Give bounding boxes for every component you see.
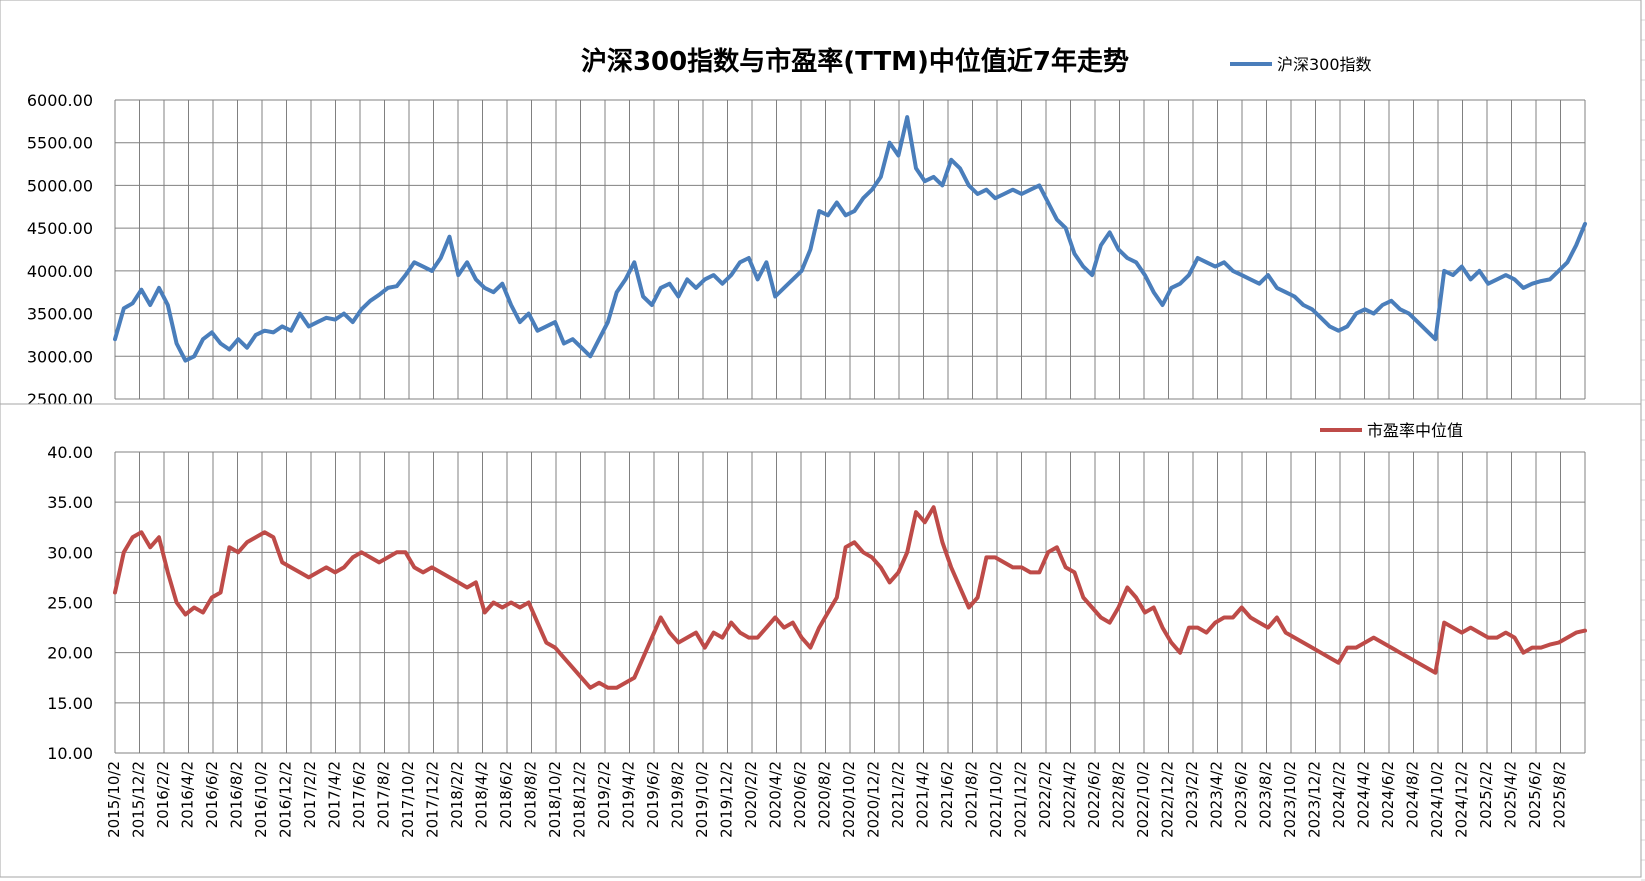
x-tick-label: 2017/6/2 <box>350 761 368 828</box>
index-plot-grid <box>114 99 1586 400</box>
x-tick-label: 2017/8/2 <box>375 761 393 828</box>
pe-chart: 市盈率中位值 10.00 15.00 20.00 25.00 30.00 35.00 40.… <box>0 403 1642 878</box>
y-tick-label: 30.00 <box>47 543 93 562</box>
x-tick-label: 2016/8/2 <box>228 761 246 828</box>
x-tick-label: 2022/6/2 <box>1085 761 1103 828</box>
index-chart-frame <box>0 0 1642 405</box>
x-tick-label: 2016/12/2 <box>277 761 295 838</box>
x-tick-label: 2025/4/2 <box>1502 761 1520 828</box>
x-tick-label: 2018/12/2 <box>571 761 589 838</box>
x-tick-label: 2025/6/2 <box>1526 761 1544 828</box>
y-tick-label: 3000.00 <box>27 347 93 366</box>
x-tick-label: 2019/6/2 <box>644 761 662 828</box>
index-legend-label: 沪深300指数 <box>1277 55 1372 74</box>
x-tick-label: 2023/10/2 <box>1281 761 1299 838</box>
index-y-axis: 2500.003000.003500.004000.004500.005000.… <box>27 91 116 409</box>
x-tick-label: 2022/4/2 <box>1061 761 1079 828</box>
x-tick-label: 2023/8/2 <box>1257 761 1275 828</box>
x-tick-label: 2019/2/2 <box>595 761 613 828</box>
x-tick-label: 2019/4/2 <box>620 761 638 828</box>
pe-x-axis: 2015/10/2 2015/12/2 2016/2/2 2016/4/2 2016/6… <box>105 761 1569 838</box>
x-tick-label: 2023/12/2 <box>1306 761 1324 838</box>
x-tick-label: 2023/6/2 <box>1232 761 1250 828</box>
x-tick-label: 2017/2/2 <box>301 761 319 828</box>
pe-plot-grid <box>114 451 1586 754</box>
x-tick-label: 2017/12/2 <box>424 761 442 838</box>
x-tick-label: 2017/10/2 <box>399 761 417 838</box>
x-tick-label: 2015/10/2 <box>105 761 123 838</box>
x-tick-label: 2018/2/2 <box>448 761 466 828</box>
x-tick-label: 2024/10/2 <box>1428 761 1446 838</box>
x-tick-label: 2019/12/2 <box>718 761 736 838</box>
y-tick-label: 4000.00 <box>27 262 93 281</box>
x-tick-label: 2018/8/2 <box>522 761 540 828</box>
x-tick-label: 2016/4/2 <box>179 761 197 828</box>
x-tick-label: 2016/10/2 <box>252 761 270 838</box>
x-tick-label: 2021/2/2 <box>889 761 907 828</box>
y-tick-label: 35.00 <box>47 493 93 512</box>
y-tick-label: 25.00 <box>47 594 93 613</box>
series-line <box>113 505 1587 690</box>
x-tick-label: 2022/2/2 <box>1036 761 1054 828</box>
x-tick-label: 2025/2/2 <box>1477 761 1495 828</box>
x-tick-label: 2021/10/2 <box>987 761 1005 838</box>
x-tick-label: 2016/2/2 <box>154 761 172 828</box>
y-tick-label: 3500.00 <box>27 305 93 324</box>
pe-legend-label: 市盈率中位值 <box>1367 421 1463 440</box>
x-tick-label: 2020/2/2 <box>742 761 760 828</box>
x-tick-label: 2018/10/2 <box>546 761 564 838</box>
y-tick-label: 4500.00 <box>27 219 93 238</box>
x-tick-label: 2017/4/2 <box>326 761 344 828</box>
index-chart: 沪深300指数与市盈率(TTM)中位值近7年走势 沪深300指数 2500.00… <box>0 0 1642 409</box>
series-line <box>113 115 1587 363</box>
y-tick-label: 10.00 <box>47 744 93 763</box>
x-tick-label: 2020/12/2 <box>865 761 883 838</box>
pe-legend: 市盈率中位值 <box>1320 421 1463 440</box>
x-tick-label: 2015/12/2 <box>130 761 148 838</box>
x-tick-label: 2019/10/2 <box>693 761 711 838</box>
pe-y-axis: 10.00 15.00 20.00 25.00 30.00 35.00 40.00 <box>47 443 116 763</box>
index-series <box>113 115 1587 363</box>
x-tick-label: 2024/2/2 <box>1330 761 1348 828</box>
x-tick-label: 2023/4/2 <box>1208 761 1226 828</box>
x-tick-label: 2021/12/2 <box>1012 761 1030 838</box>
x-tick-label: 2018/4/2 <box>473 761 491 828</box>
x-tick-label: 2021/8/2 <box>963 761 981 828</box>
x-tick-label: 2020/10/2 <box>840 761 858 838</box>
x-tick-label: 2023/2/2 <box>1183 761 1201 828</box>
y-tick-label: 40.00 <box>47 443 93 462</box>
x-tick-label: 2020/4/2 <box>767 761 785 828</box>
x-tick-label: 2021/6/2 <box>938 761 956 828</box>
x-tick-label: 2016/6/2 <box>203 761 221 828</box>
spreadsheet-gridlines <box>1641 19 1645 881</box>
x-tick-label: 2021/4/2 <box>914 761 932 828</box>
x-tick-label: 2024/12/2 <box>1453 761 1471 838</box>
x-tick-label: 2024/6/2 <box>1379 761 1397 828</box>
x-tick-label: 2025/8/2 <box>1551 761 1569 828</box>
x-tick-label: 2020/8/2 <box>816 761 834 828</box>
y-tick-label: 15.00 <box>47 694 93 713</box>
x-tick-label: 2024/8/2 <box>1404 761 1422 828</box>
y-tick-label: 20.00 <box>47 644 93 663</box>
y-tick-label: 6000.00 <box>27 91 93 110</box>
chart-title: 沪深300指数与市盈率(TTM)中位值近7年走势 <box>581 46 1129 77</box>
x-tick-label: 2022/8/2 <box>1110 761 1128 828</box>
x-tick-label: 2024/4/2 <box>1355 761 1373 828</box>
x-tick-label: 2022/10/2 <box>1134 761 1152 838</box>
x-tick-label: 2019/8/2 <box>669 761 687 828</box>
y-tick-label: 5000.00 <box>27 176 93 195</box>
x-tick-label: 2020/6/2 <box>791 761 809 828</box>
x-tick-label: 2018/6/2 <box>497 761 515 828</box>
pe-series <box>113 505 1587 690</box>
index-legend: 沪深300指数 <box>1230 55 1372 74</box>
x-tick-label: 2022/12/2 <box>1159 761 1177 838</box>
y-tick-label: 5500.00 <box>27 134 93 153</box>
